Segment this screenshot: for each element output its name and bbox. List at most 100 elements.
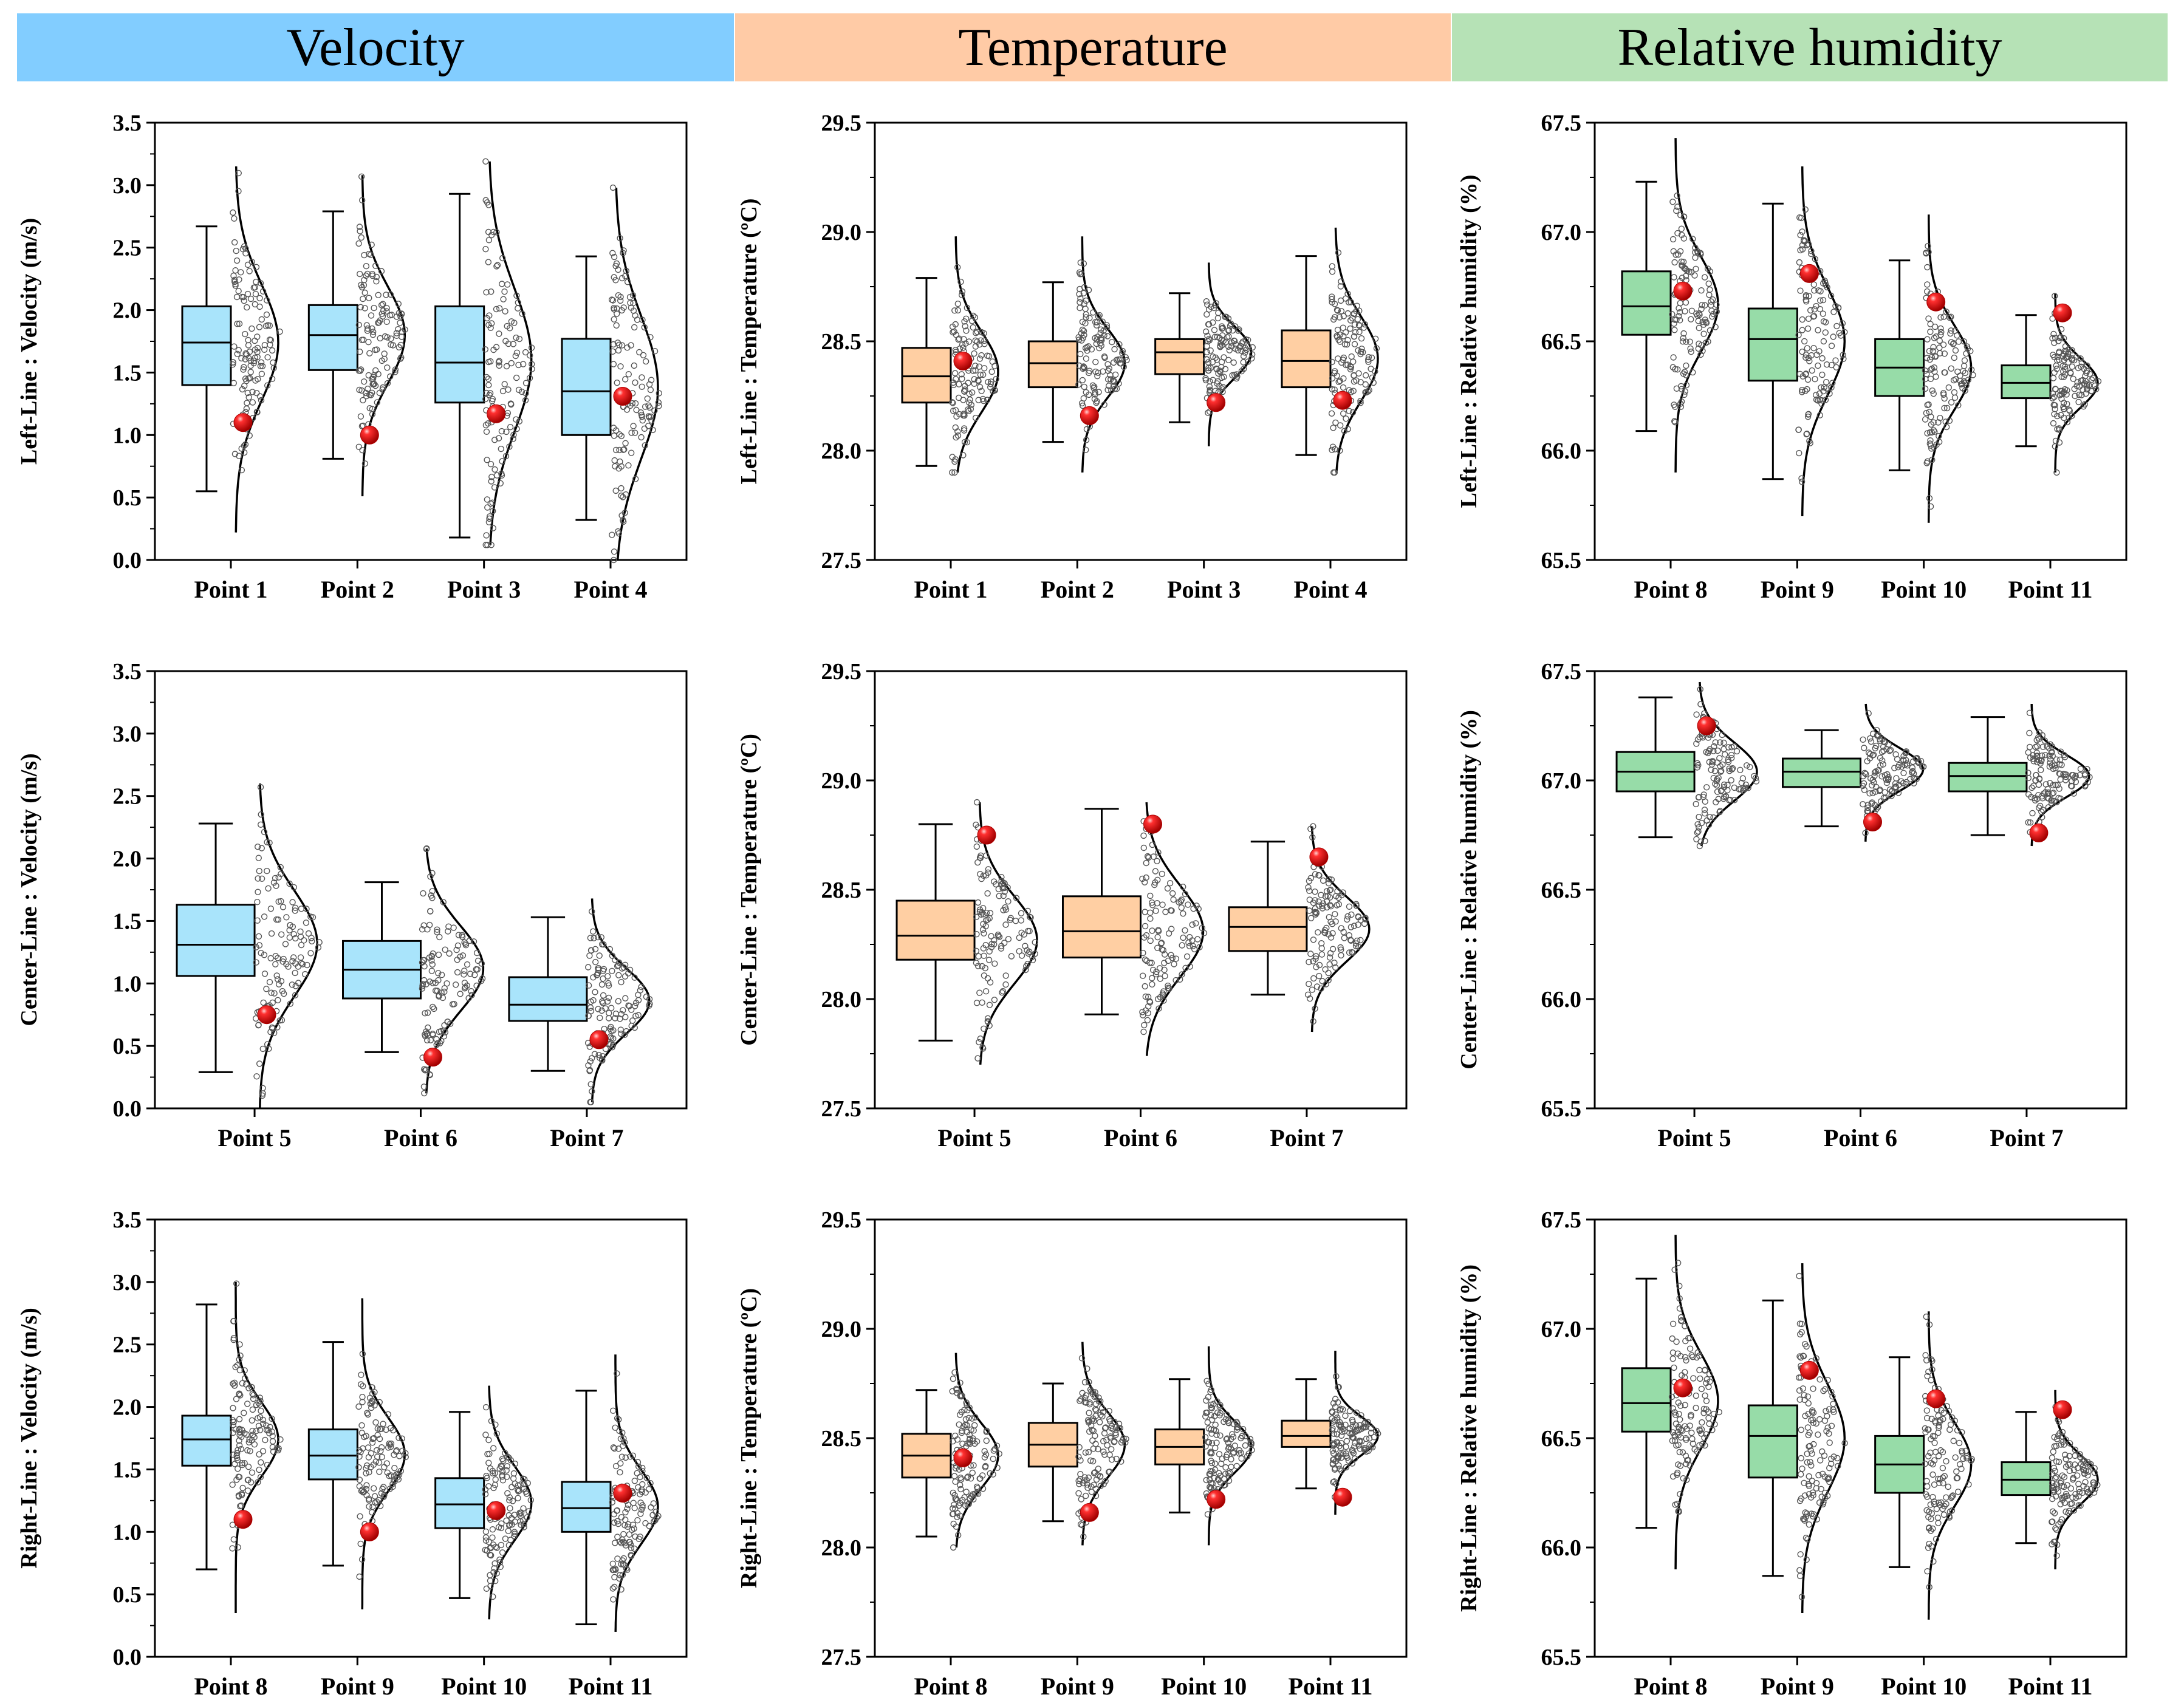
sample-point <box>255 1422 262 1430</box>
sample-point <box>1337 378 1343 384</box>
y-tick-label: 1.0 <box>113 971 142 997</box>
sample-point <box>953 1387 960 1393</box>
sample-point <box>1077 304 1083 312</box>
sample-point <box>2053 1473 2059 1480</box>
sample-point <box>1808 1462 1815 1469</box>
sample-point <box>968 1415 976 1422</box>
sample-point <box>1193 902 1200 909</box>
sample-point <box>1142 983 1148 990</box>
sample-point <box>1169 890 1176 897</box>
sample-point <box>2056 425 2062 432</box>
sample-point <box>1681 391 1688 398</box>
sample-point <box>1355 921 1361 928</box>
sample-point <box>2075 364 2082 372</box>
sample-point <box>1100 1408 1107 1416</box>
sample-point <box>2039 743 2047 750</box>
sample-point <box>240 366 247 373</box>
sample-point <box>612 1424 618 1431</box>
sample-point <box>638 434 645 441</box>
sample-point <box>656 403 662 409</box>
sample-point <box>606 1009 612 1017</box>
sample-point <box>1955 338 1962 345</box>
sample-point <box>964 1473 971 1480</box>
sample-point <box>1107 1446 1115 1453</box>
sample-point <box>1828 384 1835 391</box>
iqr-box <box>1621 270 1672 336</box>
sample-point <box>953 1523 960 1530</box>
sample-point <box>1830 1401 1837 1407</box>
sample-point <box>642 403 649 410</box>
sample-point <box>1674 366 1681 373</box>
sample-point <box>1207 347 1214 354</box>
sample-point <box>515 1495 521 1501</box>
sample-point <box>1333 307 1341 313</box>
sample-point <box>641 324 648 331</box>
sample-point <box>229 1481 236 1488</box>
sample-point <box>230 1536 237 1543</box>
sample-point <box>1322 966 1329 973</box>
sample-point <box>632 379 638 386</box>
sample-point <box>1156 965 1163 972</box>
y-tick-label: 0.5 <box>113 485 142 511</box>
sample-point <box>1155 849 1162 856</box>
sample-point <box>614 1370 620 1377</box>
sample-point <box>1706 1421 1713 1427</box>
sample-point <box>1115 1421 1123 1427</box>
sample-point <box>2057 776 2064 783</box>
sample-point <box>1119 347 1126 355</box>
sample-point <box>398 354 405 361</box>
sample-point <box>2074 1464 2081 1472</box>
y-axis-title: Right-Line : Temperature (ºC) <box>736 1288 762 1588</box>
sample-point <box>2041 737 2048 744</box>
sample-point <box>363 322 370 329</box>
sample-point <box>1813 396 1820 403</box>
sample-point <box>618 978 625 986</box>
sample-point <box>496 330 502 337</box>
sample-point <box>1693 711 1700 718</box>
sample-point <box>290 884 297 891</box>
sample-point <box>1703 1397 1710 1404</box>
sample-point <box>2087 1461 2094 1468</box>
sample-point <box>1683 362 1689 369</box>
sample-point <box>2073 383 2080 389</box>
sample-point <box>1203 349 1210 355</box>
distribution-curve <box>954 236 999 473</box>
sample-point <box>2053 1458 2060 1465</box>
sample-point <box>1157 975 1164 982</box>
y-tick-label: 67.5 <box>1541 111 1582 136</box>
sample-point <box>1347 924 1355 930</box>
sample-point <box>513 374 520 381</box>
sample-point <box>426 1071 433 1079</box>
sample-point <box>1218 323 1225 330</box>
sample-point <box>368 392 374 398</box>
sample-point <box>1349 1423 1356 1430</box>
sample-point <box>427 908 434 915</box>
sample-point <box>609 1560 616 1568</box>
sample-point <box>590 997 597 1004</box>
sample-point <box>1225 1419 1233 1427</box>
sample-point <box>2051 1510 2058 1517</box>
sample-point <box>1813 1355 1820 1362</box>
sample-point <box>500 296 507 302</box>
sample-point <box>1716 755 1723 762</box>
sample-point <box>471 972 478 978</box>
sample-point <box>1821 1473 1829 1480</box>
sample-point <box>970 324 976 331</box>
sample-point <box>503 428 510 435</box>
sample-point <box>473 966 479 973</box>
sample-point <box>2055 1432 2062 1439</box>
iqr-box <box>307 304 358 371</box>
sample-point <box>1956 1461 1963 1468</box>
iqr-box <box>434 305 485 404</box>
sample-point <box>272 961 279 967</box>
sample-point <box>241 1410 247 1416</box>
sample-point <box>1140 1028 1147 1036</box>
sample-point <box>973 821 979 828</box>
sample-point <box>1207 386 1214 393</box>
sample-point <box>599 941 606 948</box>
sample-point <box>2025 749 2032 756</box>
sample-point <box>1739 787 1747 794</box>
sample-point <box>365 1454 372 1461</box>
sample-point <box>1091 395 1098 403</box>
sample-point <box>1671 259 1678 266</box>
